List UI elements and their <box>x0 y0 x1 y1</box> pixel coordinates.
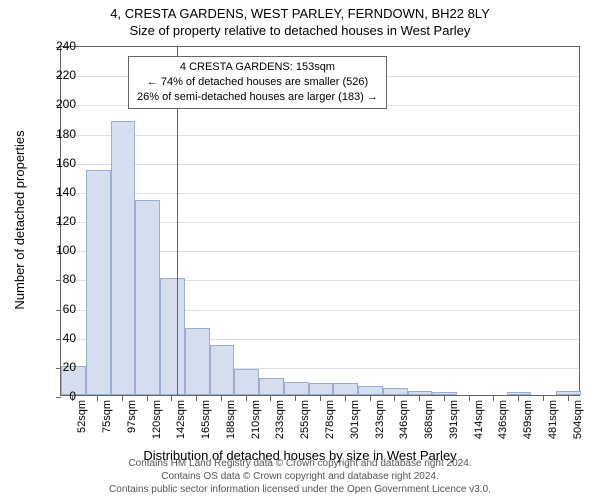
y-tick-label: 40 <box>46 331 76 345</box>
x-tick-label: 481sqm <box>547 400 559 439</box>
x-tick-label: 436sqm <box>497 400 509 439</box>
x-tick-label: 459sqm <box>522 400 534 439</box>
y-tick-label: 20 <box>46 360 76 374</box>
x-tick-label: 142sqm <box>175 400 187 439</box>
x-tick-label: 346sqm <box>398 400 410 439</box>
info-line-3: 26% of semi-detached houses are larger (… <box>137 90 378 105</box>
x-tick-label: 323sqm <box>374 400 386 439</box>
histogram-bar <box>86 170 111 395</box>
histogram-bar <box>234 369 259 395</box>
info-line-1: 4 CRESTA GARDENS: 153sqm <box>137 60 378 75</box>
histogram-bar <box>358 386 383 395</box>
histogram-bar <box>185 328 210 395</box>
x-tick-label: 75sqm <box>101 400 113 433</box>
x-tick-label: 233sqm <box>274 400 286 439</box>
x-tick-label: 52sqm <box>76 400 88 433</box>
y-tick-label: 60 <box>46 302 76 316</box>
histogram-bar <box>111 121 136 395</box>
histogram-bar <box>309 383 334 395</box>
x-tick-label: 210sqm <box>250 400 262 439</box>
y-axis-label: Number of detached properties <box>12 130 27 309</box>
histogram-bar <box>259 378 284 396</box>
y-tick-label: 220 <box>46 68 76 82</box>
x-tick-label: 255sqm <box>299 400 311 439</box>
y-tick-label: 140 <box>46 185 76 199</box>
x-tick-label: 188sqm <box>225 400 237 439</box>
histogram-chart: 4 CRESTA GARDENS: 153sqm ← 74% of detach… <box>60 46 580 396</box>
y-tick-label: 240 <box>46 39 76 53</box>
y-tick-label: 120 <box>46 214 76 228</box>
x-tick-label: 120sqm <box>151 400 163 439</box>
histogram-bar <box>160 278 185 395</box>
histogram-bar <box>210 345 235 395</box>
info-box: 4 CRESTA GARDENS: 153sqm ← 74% of detach… <box>128 56 387 109</box>
y-tick-label: 180 <box>46 127 76 141</box>
y-tick-label: 0 <box>46 389 76 403</box>
footer-line-3: Contains public sector information licen… <box>0 483 600 496</box>
x-tick-label: 165sqm <box>200 400 212 439</box>
footer-attribution: Contains HM Land Registry data © Crown c… <box>0 457 600 496</box>
x-tick-label: 391sqm <box>448 400 460 439</box>
x-tick-label: 504sqm <box>572 400 584 439</box>
x-tick-label: 414sqm <box>473 400 485 439</box>
histogram-bar <box>507 392 532 395</box>
x-tick-label: 301sqm <box>349 400 361 439</box>
x-tick-label: 97sqm <box>126 400 138 433</box>
histogram-bar <box>333 383 358 395</box>
y-tick-label: 160 <box>46 156 76 170</box>
y-tick-label: 100 <box>46 243 76 257</box>
y-tick-label: 200 <box>46 97 76 111</box>
y-tick-label: 80 <box>46 272 76 286</box>
histogram-bar <box>135 200 160 395</box>
x-tick-label: 368sqm <box>423 400 435 439</box>
footer-line-1: Contains HM Land Registry data © Crown c… <box>0 457 600 470</box>
histogram-bar <box>432 392 457 395</box>
x-tick-label: 278sqm <box>324 400 336 439</box>
histogram-bar <box>556 391 581 395</box>
page-subtitle: Size of property relative to detached ho… <box>0 23 600 38</box>
histogram-bar <box>383 388 408 395</box>
page-title-address: 4, CRESTA GARDENS, WEST PARLEY, FERNDOWN… <box>0 6 600 21</box>
footer-line-2: Contains OS data © Crown copyright and d… <box>0 470 600 483</box>
info-line-2: ← 74% of detached houses are smaller (52… <box>137 75 378 90</box>
histogram-bar <box>284 382 309 395</box>
histogram-bar <box>408 391 433 395</box>
